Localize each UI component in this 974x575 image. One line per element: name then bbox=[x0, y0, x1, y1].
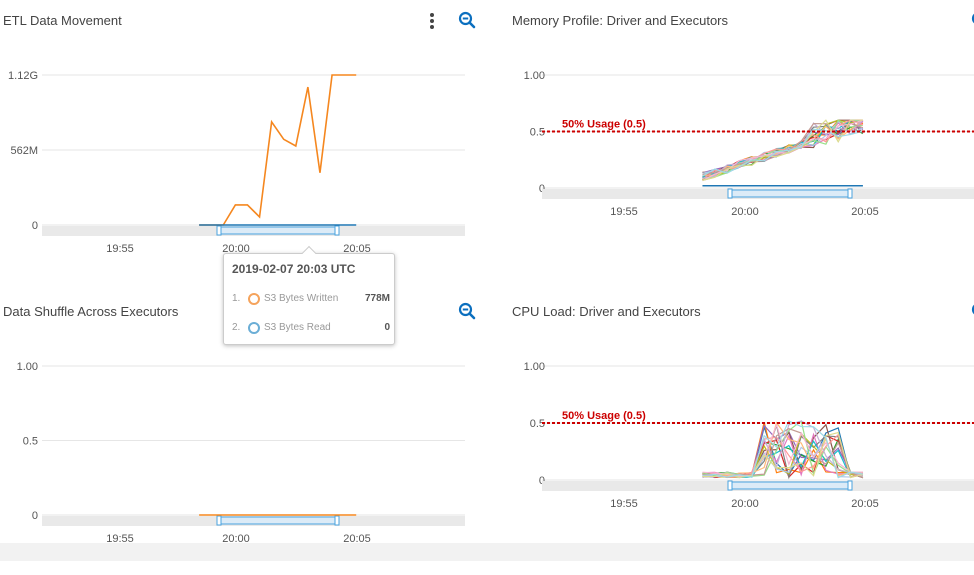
y-tick-label: 1.12G bbox=[8, 70, 38, 82]
zoom-out-icon[interactable] bbox=[458, 302, 476, 320]
x-tick-label: 20:00 bbox=[731, 498, 759, 510]
x-tick-label: 19:55 bbox=[106, 533, 134, 543]
x-tick-label: 19:55 bbox=[610, 498, 638, 510]
navigator-handle bbox=[847, 188, 853, 199]
navigator-selection bbox=[729, 189, 851, 198]
panel-title: Data Shuffle Across Executors bbox=[3, 304, 179, 319]
panel-title: Memory Profile: Driver and Executors bbox=[512, 13, 729, 28]
etl-chart: 0 562M 1.12G 19:55 20:00 20:05 bbox=[8, 70, 465, 255]
y-tick-label: 0 bbox=[32, 220, 38, 232]
x-tick-label: 19:55 bbox=[106, 243, 134, 255]
y-tick-label: 1.00 bbox=[524, 70, 545, 82]
y-tick-label: 1.00 bbox=[17, 361, 38, 373]
x-tick-label: 20:00 bbox=[222, 243, 250, 255]
tooltip-item-index: 1. bbox=[232, 293, 241, 304]
navigator-handle bbox=[334, 515, 340, 526]
series-line bbox=[702, 119, 863, 181]
navigator-handle bbox=[727, 188, 733, 199]
cpu-chart: 0 0.5 1.00 19:55 20:00 20:05 50% Usage (0.5) bbox=[524, 361, 974, 510]
x-tick-label: 20:05 bbox=[851, 498, 879, 510]
series-line bbox=[702, 431, 864, 479]
series-line bbox=[702, 128, 864, 177]
vertical-ellipsis-icon[interactable] bbox=[425, 12, 439, 30]
panel-title: CPU Load: Driver and Executors bbox=[512, 304, 701, 319]
memory-chart: 0 0.5 1.00 19:55 20:00 20:05 50% Usage (0.5) bbox=[524, 70, 974, 218]
navigator-handle bbox=[727, 480, 733, 491]
series-line bbox=[199, 74, 357, 226]
x-tick-label: 20:00 bbox=[731, 206, 759, 218]
y-tick-label: 0 bbox=[539, 475, 545, 487]
y-tick-label: 0.5 bbox=[530, 127, 545, 139]
navigator-selection bbox=[729, 481, 851, 490]
y-tick-label: 0.5 bbox=[530, 418, 545, 430]
series-line bbox=[702, 423, 863, 477]
threshold-label: 50% Usage (0.5) bbox=[562, 119, 646, 131]
x-tick-label: 20:05 bbox=[343, 243, 371, 255]
navigator-handle bbox=[334, 225, 340, 236]
tooltip-item-label: S3 Bytes Read bbox=[264, 322, 331, 333]
zoom-out-icon[interactable] bbox=[971, 11, 974, 29]
series-line bbox=[702, 420, 863, 477]
y-tick-label: 562M bbox=[10, 145, 38, 157]
series-marker-icon bbox=[248, 293, 260, 305]
navigator-handle bbox=[216, 225, 222, 236]
footer-bar bbox=[0, 543, 974, 561]
memory-profile-panel: Memory Profile: Driver and Executors 0 0.… bbox=[487, 0, 974, 290]
navigator-selection bbox=[218, 516, 338, 525]
shuffle-chart: 0 0.5 1.00 19:55 20:00 20:05 bbox=[17, 361, 465, 543]
tooltip-item-value: 0 bbox=[384, 322, 390, 333]
panel-title: ETL Data Movement bbox=[3, 13, 122, 28]
chart-tooltip: 2019-02-07 20:03 UTC 1. S3 Bytes Written… bbox=[223, 245, 395, 345]
x-tick-label: 19:55 bbox=[610, 206, 638, 218]
etl-data-movement-panel: ETL Data Movement 0 562M 1.12G 19:55 20:00 20… bbox=[0, 0, 487, 290]
x-tick-label: 20:05 bbox=[851, 206, 879, 218]
tooltip-title: 2019-02-07 20:03 UTC bbox=[232, 262, 356, 276]
y-tick-label: 0 bbox=[539, 183, 545, 195]
tooltip-item-label: S3 Bytes Written bbox=[264, 293, 339, 304]
zoom-out-icon[interactable] bbox=[458, 11, 476, 29]
threshold-label: 50% Usage (0.5) bbox=[562, 410, 646, 422]
tooltip-item-index: 2. bbox=[232, 322, 241, 333]
y-tick-label: 1.00 bbox=[524, 361, 545, 373]
x-tick-label: 20:05 bbox=[343, 533, 371, 543]
data-shuffle-panel: Data Shuffle Across Executors 0 0.5 1.00 19… bbox=[0, 290, 487, 543]
y-tick-label: 0.5 bbox=[23, 436, 38, 448]
tooltip-item-value: 778M bbox=[364, 293, 390, 304]
cpu-load-panel: CPU Load: Driver and Executors 0 0.5 1.00 1… bbox=[487, 290, 974, 543]
series-line bbox=[702, 420, 864, 479]
navigator-selection bbox=[218, 226, 338, 235]
navigator-handle bbox=[847, 480, 853, 491]
x-tick-label: 20:00 bbox=[222, 533, 250, 543]
navigator-handle bbox=[216, 515, 222, 526]
series-marker-icon bbox=[248, 322, 260, 334]
tooltip-item: 1. S3 Bytes Written 778M bbox=[232, 293, 390, 307]
y-tick-label: 0 bbox=[32, 510, 38, 522]
zoom-out-icon[interactable] bbox=[971, 302, 974, 320]
tooltip-item: 2. S3 Bytes Read 0 bbox=[232, 322, 390, 336]
